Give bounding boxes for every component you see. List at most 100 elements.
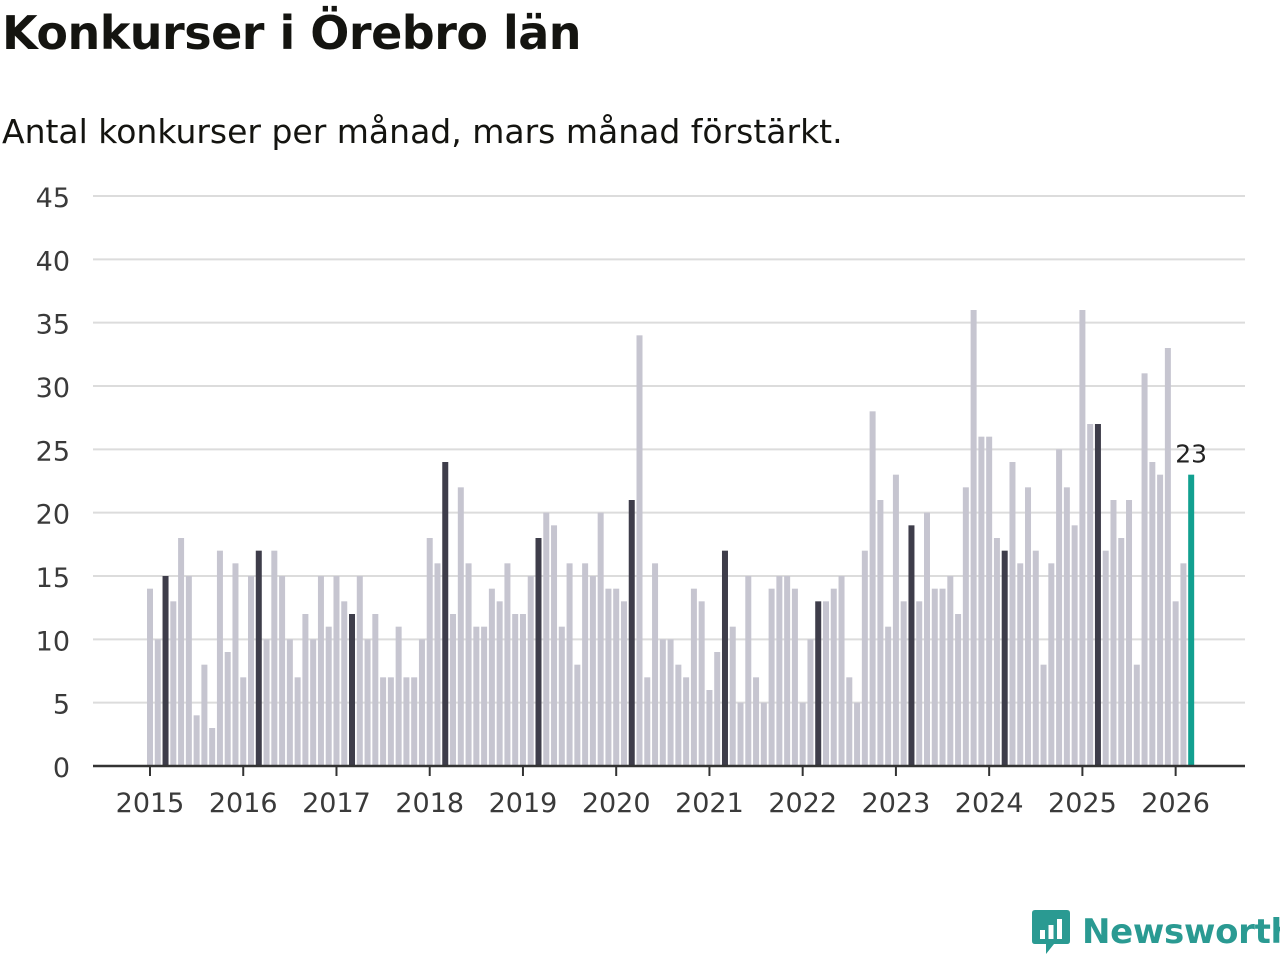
bar [799,702,806,766]
bar [815,601,822,766]
bar [551,525,558,766]
bar [908,525,915,766]
bar [652,563,659,766]
bar [240,677,247,766]
bar [885,626,892,766]
bar [504,563,511,766]
bar [403,677,410,766]
bar [807,639,814,766]
bar [900,601,907,766]
bar [1118,538,1125,766]
bar [201,664,208,766]
bar [620,601,627,766]
bar [892,474,899,766]
bar [644,677,651,766]
x-tick-label: 2016 [209,788,278,819]
bar [729,626,736,766]
bar [286,639,293,766]
bar [317,576,324,766]
chart-subtitle: Antal konkurser per månad, mars månad fö… [2,112,843,151]
bar [753,677,760,766]
bar [1188,474,1195,766]
bar [465,563,472,766]
bar [294,677,301,766]
bar [395,626,402,766]
bar [279,576,286,766]
bar [931,588,938,766]
bar [232,563,239,766]
bar [978,436,985,766]
bar [737,702,744,766]
bar [519,614,526,766]
y-tick-label: 25 [36,436,70,467]
bar [380,677,387,766]
bar [154,639,161,766]
y-tick-label: 0 [53,753,70,784]
bar [255,550,262,766]
bar [1017,563,1024,766]
bar [838,576,845,766]
newsworthy-logo[interactable]: Newsworthy [1030,908,1280,956]
bar [698,601,705,766]
bar [659,639,666,766]
bar [224,652,231,766]
bar [605,588,612,766]
bar [1180,563,1187,766]
bar [372,614,379,766]
bar [1141,373,1148,766]
bar [822,601,829,766]
bar [1056,449,1063,766]
bar [791,588,798,766]
bar [457,487,464,766]
y-tick-label: 15 [36,563,70,594]
bar [846,677,853,766]
bar [1094,424,1101,766]
bar [574,664,581,766]
bar [496,601,503,766]
bar [986,436,993,766]
y-tick-label: 30 [36,373,70,404]
bar [543,512,550,766]
bar [745,576,752,766]
bar [869,411,876,766]
bar [993,538,1000,766]
bar [341,601,348,766]
brand-name: Newsworthy [1082,912,1280,952]
x-tick-label: 2022 [768,788,837,819]
bar [1032,550,1039,766]
bar [450,614,457,766]
bar [1040,664,1047,766]
bar [418,639,425,766]
bar [582,563,589,766]
bar [947,576,954,766]
x-tick-label: 2017 [302,788,371,819]
bar [1025,487,1032,766]
y-tick-label: 40 [36,246,70,277]
y-tick-label: 10 [36,626,70,657]
x-tick-label: 2023 [862,788,931,819]
bar [162,576,169,766]
bar [535,538,542,766]
bar [170,601,177,766]
bar [356,576,363,766]
bar [302,614,309,766]
latest-value-label: 23 [1175,440,1207,469]
bar [193,715,200,766]
x-tick-label: 2025 [1048,788,1117,819]
bar [784,576,791,766]
bar [854,702,861,766]
x-tick-label: 2015 [116,788,185,819]
y-tick-label: 45 [36,183,70,214]
bar [147,588,153,766]
bar [628,500,635,766]
bar [613,588,620,766]
bar [411,677,418,766]
x-tick-label: 2018 [395,788,464,819]
bar [364,639,371,766]
bar [597,512,604,766]
bar [325,626,332,766]
bar [962,487,969,766]
bar [714,652,721,766]
bar [675,664,682,766]
